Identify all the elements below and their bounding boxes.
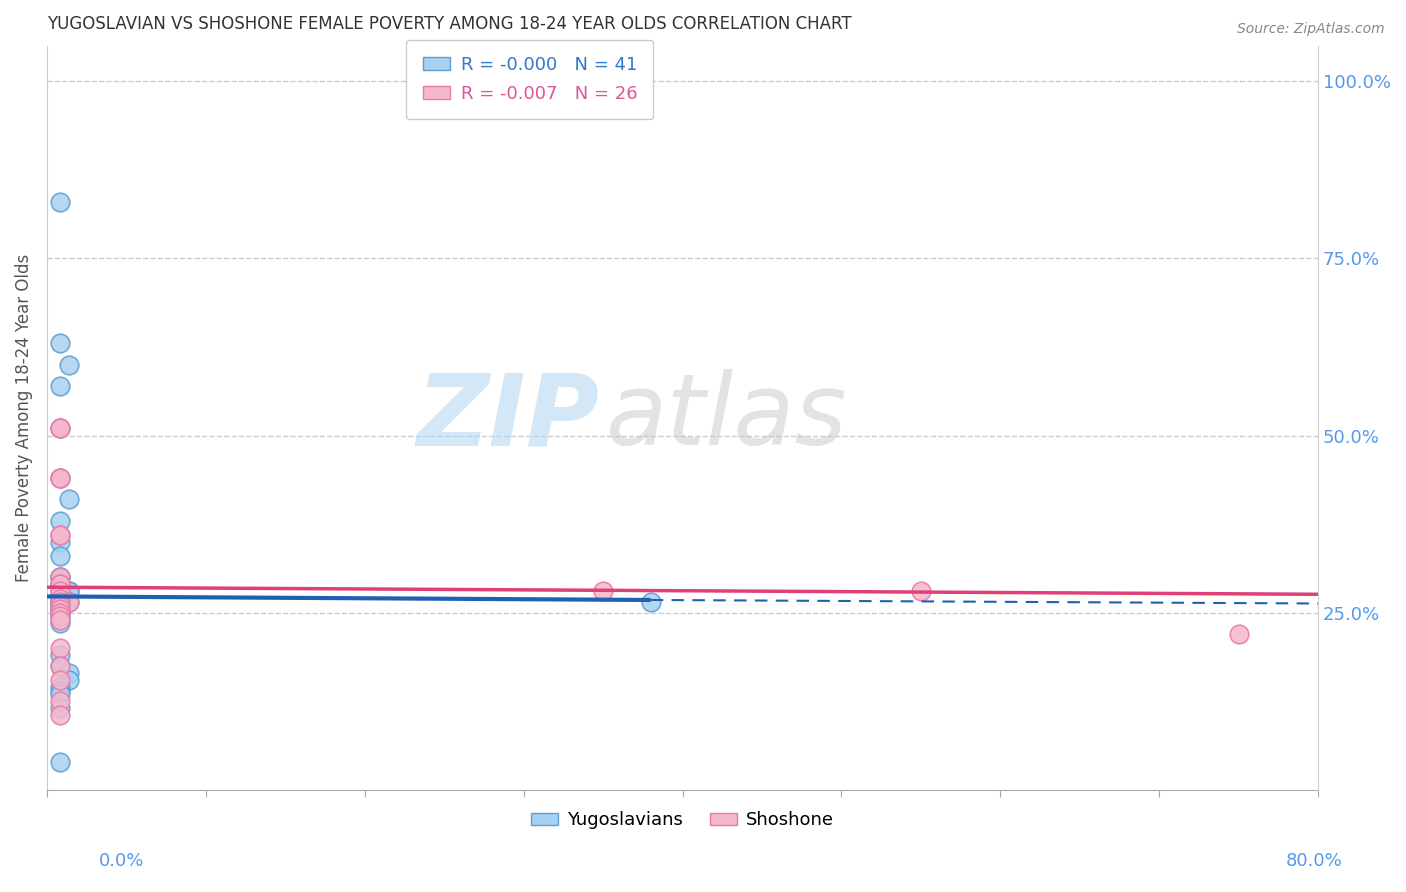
Text: 80.0%: 80.0% [1286, 852, 1343, 870]
Point [48, 584, 70, 599]
Point [48, 694, 70, 708]
Point [48, 570, 70, 584]
Point [48, 527, 70, 541]
Point [48, 609, 70, 624]
Point [592, 584, 614, 599]
Point [48, 570, 70, 584]
Point [48, 595, 70, 609]
Text: ZIP: ZIP [418, 369, 600, 467]
Point [48, 606, 70, 620]
Point [48, 591, 70, 606]
Point [48, 471, 70, 485]
Point [48, 701, 70, 715]
Point [48, 527, 70, 541]
Point [48, 591, 70, 606]
Point [48, 755, 70, 769]
Point [48, 584, 70, 599]
Point [48, 549, 70, 563]
Point [48, 648, 70, 663]
Point [48, 683, 70, 698]
Point [48, 379, 70, 393]
Point [48, 609, 70, 624]
Point [48, 599, 70, 613]
Point [910, 584, 932, 599]
Text: 0.0%: 0.0% [98, 852, 143, 870]
Point [48, 602, 70, 616]
Legend: Yugoslavians, Shoshone: Yugoslavians, Shoshone [523, 805, 841, 837]
Point [48, 336, 70, 351]
Point [48, 606, 70, 620]
Point [48, 595, 70, 609]
Point [48, 641, 70, 656]
Point [48, 421, 70, 435]
Point [48, 577, 70, 591]
Point [640, 595, 662, 609]
Point [48, 471, 70, 485]
Point [48, 613, 70, 627]
Point [48, 687, 70, 701]
Text: Source: ZipAtlas.com: Source: ZipAtlas.com [1237, 22, 1385, 37]
Point [48, 599, 70, 613]
Point [48, 591, 70, 606]
Text: YUGOSLAVIAN VS SHOSHONE FEMALE POVERTY AMONG 18-24 YEAR OLDS CORRELATION CHART: YUGOSLAVIAN VS SHOSHONE FEMALE POVERTY A… [46, 15, 852, 33]
Point [48, 708, 70, 723]
Point [48, 680, 70, 694]
Point [48, 534, 70, 549]
Point [48, 577, 70, 591]
Point [48, 421, 70, 435]
Point [48, 591, 70, 606]
Point [48, 577, 70, 591]
Point [48, 577, 70, 591]
Point [58, 358, 80, 372]
Point [48, 595, 70, 609]
Point [58, 584, 80, 599]
Text: atlas: atlas [606, 369, 848, 467]
Point [58, 673, 80, 687]
Point [58, 584, 80, 599]
Point [58, 665, 80, 680]
Y-axis label: Female Poverty Among 18-24 Year Olds: Female Poverty Among 18-24 Year Olds [15, 253, 32, 582]
Point [48, 570, 70, 584]
Point [58, 595, 80, 609]
Point [48, 658, 70, 673]
Point [48, 194, 70, 209]
Point [48, 616, 70, 631]
Point [48, 421, 70, 435]
Point [58, 595, 80, 609]
Point [48, 613, 70, 627]
Point [48, 514, 70, 528]
Point [48, 602, 70, 616]
Point [58, 492, 80, 507]
Point [48, 658, 70, 673]
Point [48, 471, 70, 485]
Point [48, 599, 70, 613]
Point [48, 602, 70, 616]
Point [1227, 627, 1250, 641]
Point [48, 673, 70, 687]
